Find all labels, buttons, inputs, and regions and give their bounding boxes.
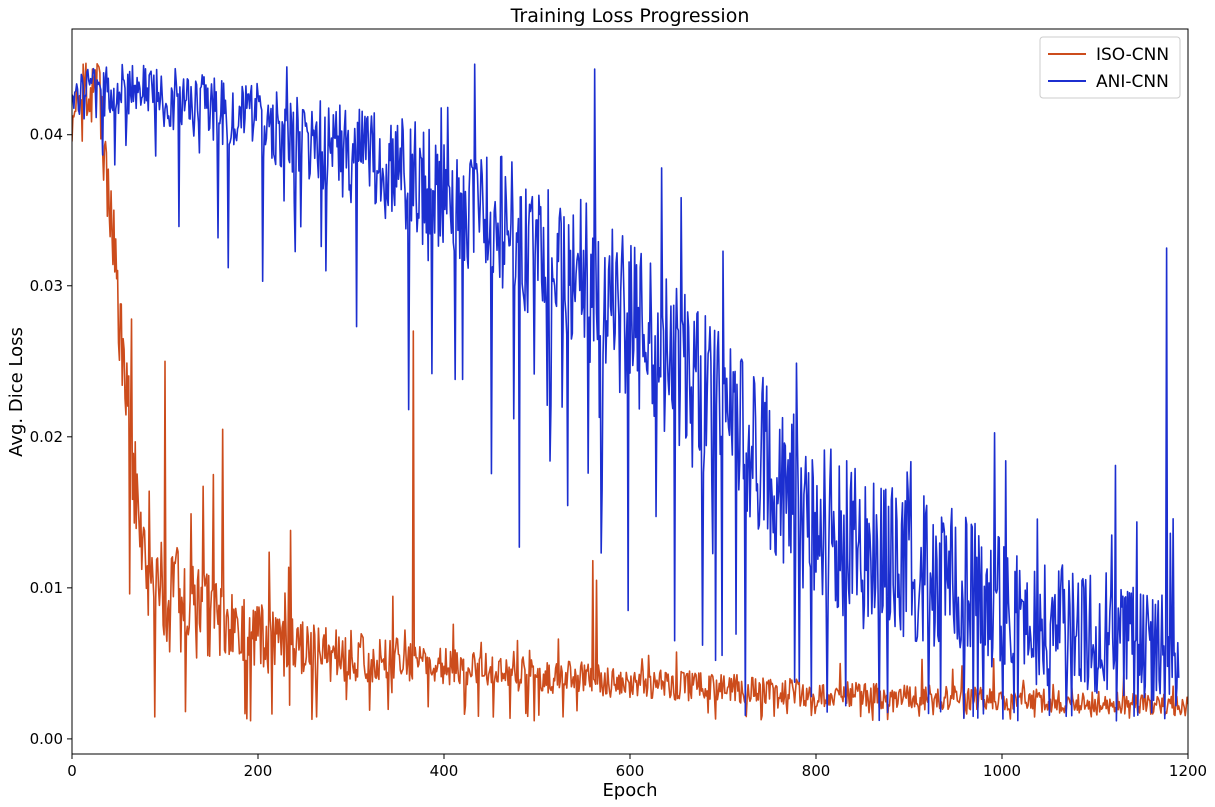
series-line-ani-cnn xyxy=(72,63,1180,722)
x-tick-label: 400 xyxy=(430,762,459,780)
x-tick-label: 0 xyxy=(67,762,77,780)
x-tick-label: 200 xyxy=(244,762,273,780)
y-axis: 0.00 0.01 0.02 0.03 0.04 xyxy=(30,126,72,748)
y-axis-label: Avg. Dice Loss xyxy=(6,327,27,457)
x-tick-label: 800 xyxy=(802,762,831,780)
legend-box xyxy=(1039,36,1181,99)
x-axis-label: Epoch xyxy=(602,780,657,801)
plot-area xyxy=(72,62,1188,722)
legend-label-iso-cnn: ISO-CNN xyxy=(1096,45,1169,65)
legend-label-ani-cnn: ANI-CNN xyxy=(1096,72,1169,92)
x-tick-label: 1000 xyxy=(983,762,1021,780)
chart-title: Training Loss Progression xyxy=(510,5,750,27)
y-tick-label: 0.03 xyxy=(30,277,63,295)
legend: ISO-CNN ANI-CNN xyxy=(1039,36,1181,99)
x-axis: 0 200 400 600 800 1000 1200 xyxy=(67,754,1207,780)
y-tick-label: 0.01 xyxy=(30,579,63,597)
x-tick-label: 600 xyxy=(616,762,645,780)
y-tick-label: 0.02 xyxy=(30,428,63,446)
y-tick-label: 0.04 xyxy=(30,126,63,144)
y-tick-label: 0.00 xyxy=(30,730,63,748)
x-tick-label: 1200 xyxy=(1169,762,1207,780)
